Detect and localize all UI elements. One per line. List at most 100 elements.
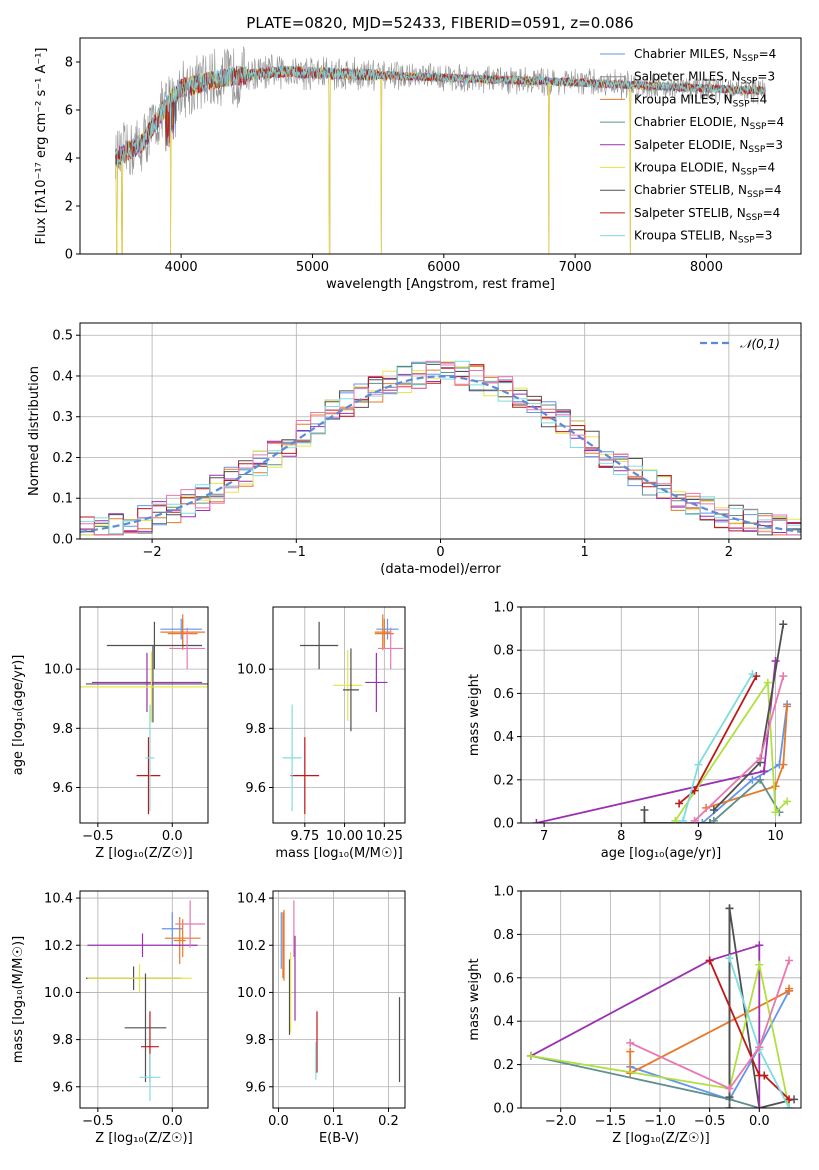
x-tick-label: 8000 (690, 260, 723, 275)
weight-marker (626, 1038, 635, 1047)
y-axis-label: age [log₁₀(age/yr)] (11, 655, 26, 776)
y-tick-label: 2 (65, 200, 73, 215)
y-tick-label: 0.4 (493, 730, 514, 745)
weight-line-5 (674, 679, 788, 822)
massweight-vs-Z-panel: −2.0 −1.5 −1.0 −0.5 0.0 0.0 0.2 0.4 0.6 0.8 1.0 Z [… (467, 885, 802, 1146)
weight-marker (755, 960, 764, 969)
x-tick-label: −0.5 (82, 829, 114, 844)
axes-frame (272, 606, 406, 824)
x-tick-label: 9.75 (290, 829, 319, 844)
weight-marker (763, 678, 772, 687)
y-tick-label: 0.0 (52, 533, 73, 548)
axes-frame (520, 890, 802, 1109)
error-bars (80, 614, 208, 815)
axes-frame (79, 890, 209, 1109)
x-tick-label: −2.0 (545, 1114, 577, 1129)
ticks: −0.5 0.0 9.6 9.8 10.0 (44, 663, 183, 844)
y-tick-label: 0.1 (52, 492, 73, 507)
x-tick-label: 0.0 (162, 1114, 183, 1129)
weight-marker (771, 782, 780, 791)
weight-marker (725, 1104, 734, 1108)
y-tick-label: 0.2 (52, 451, 73, 466)
weight-marker (755, 1043, 764, 1052)
y-tick-label: 4 (65, 152, 73, 167)
y-tick-label: 9.6 (52, 1080, 73, 1095)
ticks: 7 8 9 10 0.0 0.2 0.4 0.6 0.8 1.0 (493, 601, 784, 845)
y-tick-label: 0.4 (493, 1015, 514, 1030)
y-tick-label: 10.0 (237, 986, 266, 1001)
weight-marker (640, 819, 649, 823)
x-axis-label: Z [log₁₀(Z/Z☉)] (95, 846, 192, 861)
weight-marker (785, 1104, 794, 1108)
weight-lines (532, 620, 792, 823)
x-axis-label: E(B-V) (319, 1131, 359, 1146)
figure-title: PLATE=0820, MJD=52433, FIBERID=0591, z=0… (246, 14, 633, 32)
weight-marker (760, 1071, 769, 1080)
y-tick-label: 9.8 (245, 1033, 266, 1048)
x-tick-label: −0.5 (694, 1114, 726, 1129)
spectrum-legend: Chabrier MILES, NSSP=4 Salpeter MILES, NS… (600, 47, 784, 246)
y-tick-label: 0.2 (493, 773, 514, 788)
axes-frame (79, 322, 802, 540)
legend-label: Kroupa MILES, NSSP=4 (634, 92, 767, 109)
y-tick-label: 10.2 (44, 939, 73, 954)
y-tick-label: 10.0 (237, 663, 266, 678)
massweight-vs-age-panel: 7 8 9 10 0.0 0.2 0.4 0.6 0.8 1.0 age [log₁₀(age/yr… (467, 601, 802, 861)
x-axis-label: wavelength [Angstrom, rest frame] (326, 277, 555, 292)
x-axis-label: age [log₁₀(age/yr)] (601, 846, 722, 861)
x-tick-label: −0.5 (82, 1114, 114, 1129)
weight-marker (725, 904, 734, 913)
x-tick-label: 0 (436, 545, 444, 560)
weight-line-4 (530, 944, 761, 1108)
weight-marker (779, 760, 788, 769)
x-tick-label: 0.0 (268, 1114, 289, 1129)
age-vs-mass-panel: 9.75 10.00 10.25 9.6 9.8 10.0 mass [log₁₀(M/M☉… (237, 606, 406, 861)
ticks: 0.0 0.1 0.2 9.6 9.8 10.0 10.2 10.4 (237, 892, 399, 1129)
weight-marker (671, 816, 680, 823)
x-tick-label: −2 (143, 545, 162, 560)
weight-line-7 (708, 960, 790, 1100)
x-tick-label: 1 (581, 545, 589, 560)
y-axis-label: Flux [fλ10⁻¹⁷ erg cm⁻² s⁻¹ A⁻¹] (34, 48, 49, 245)
ticks: 4000 5000 6000 7000 8000 0 2 4 6 8 (65, 56, 723, 276)
axes-frame (272, 890, 406, 1109)
legend-label: Kroupa ELODIE, NSSP=4 (634, 161, 775, 178)
x-tick-label: 10.00 (326, 829, 363, 844)
weight-marker (725, 954, 734, 963)
ticks: 9.75 10.00 10.25 9.6 9.8 10.0 (237, 663, 403, 844)
weight-marker (779, 620, 788, 629)
weight-marker (748, 775, 757, 784)
weight-marker (678, 816, 687, 823)
legend-label: 𝒩(0,1) (740, 337, 780, 351)
y-tick-label: 9.8 (52, 722, 73, 737)
weight-marker (756, 775, 765, 784)
y-axis-label: Normed distribution (27, 366, 42, 496)
x-tick-label: 2 (725, 545, 733, 560)
age-vs-Z-panel: −0.5 0.0 9.6 9.8 10.0 Z [log₁₀(Z/Z☉)] age [log… (11, 606, 209, 861)
x-tick-label: 4000 (165, 260, 198, 275)
y-tick-label: 0.0 (493, 817, 514, 832)
histograms (80, 360, 801, 536)
weight-marker (675, 799, 684, 808)
weight-marker (748, 669, 757, 678)
weight-marker (532, 819, 541, 823)
grid (273, 891, 405, 1108)
y-tick-label: 1.0 (493, 885, 514, 900)
spectrum-lines (115, 46, 766, 254)
grid (273, 607, 405, 823)
legend-label: Salpeter STELIB, NSSP=4 (634, 206, 780, 223)
weight-marker (725, 1093, 734, 1102)
weight-marker (626, 1047, 635, 1056)
weight-marker (771, 808, 780, 817)
grid (80, 323, 801, 540)
y-tick-label: 0 (65, 248, 73, 263)
weight-line-3 (530, 1055, 760, 1108)
legend-label: Kroupa STELIB, NSSP=3 (634, 229, 772, 246)
y-tick-label: 9.8 (52, 1033, 73, 1048)
y-tick-label: 0.3 (52, 410, 73, 425)
weight-marker (526, 1051, 535, 1060)
weight-marker (783, 702, 792, 711)
weight-marker (755, 941, 764, 950)
x-tick-label: 10 (767, 829, 784, 844)
